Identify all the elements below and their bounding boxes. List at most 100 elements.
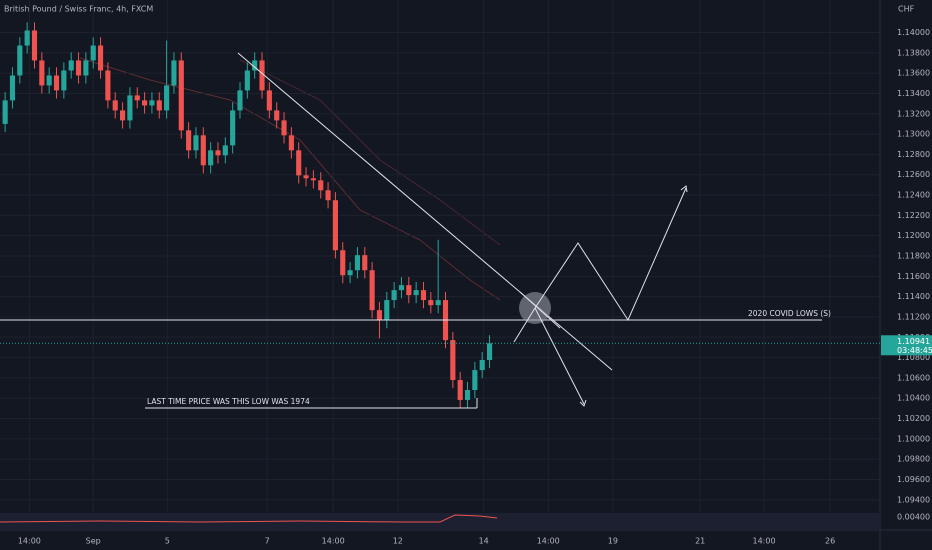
candle-body xyxy=(83,60,89,76)
candle-body xyxy=(244,70,250,91)
y-tick-label: 1.11200 xyxy=(897,312,930,321)
candle-body xyxy=(142,100,148,106)
candle-body xyxy=(178,60,184,131)
y-tick-label: 1.12400 xyxy=(897,191,930,200)
countdown: 03:48:45 xyxy=(897,346,932,355)
x-tick-label: 5 xyxy=(165,537,170,546)
candle-body xyxy=(369,270,375,311)
candle-body xyxy=(318,180,324,191)
candle-body xyxy=(68,60,74,71)
indicator-tick-label: 0.00400 xyxy=(897,513,930,522)
x-tick-label: 19 xyxy=(608,537,618,546)
x-tick-label: 12 xyxy=(393,537,403,546)
candle-body xyxy=(362,255,368,271)
candle-body xyxy=(274,110,280,121)
x-tick-label: 14:00 xyxy=(18,537,41,546)
candle-body xyxy=(354,255,360,271)
candle-body xyxy=(435,300,441,306)
candle-body xyxy=(391,290,397,301)
candle-body xyxy=(105,70,111,101)
y-tick-label: 1.10200 xyxy=(897,414,930,423)
candle-body xyxy=(413,290,419,296)
candle-body xyxy=(340,250,346,276)
candle-body xyxy=(281,120,287,136)
candle-body xyxy=(428,300,434,306)
candle-body xyxy=(464,389,471,400)
candle-body xyxy=(310,178,316,181)
y-tick-label: 1.12200 xyxy=(897,211,930,220)
candle-body xyxy=(222,145,228,156)
x-tick-label: 14:00 xyxy=(322,537,345,546)
annotation: LAST TIME PRICE WAS THIS LOW WAS 1974 xyxy=(147,397,310,406)
candle-body xyxy=(215,150,221,156)
chart-title: British Pound / Swiss Franc, 4h, FXCM xyxy=(4,5,153,14)
y-tick-label: 1.12800 xyxy=(897,150,930,159)
candle-body xyxy=(90,45,96,61)
y-tick-label: 1.13600 xyxy=(897,69,930,78)
candle-body xyxy=(31,30,38,61)
candle-body xyxy=(457,380,463,400)
candle-body xyxy=(230,110,236,146)
x-tick-label: 26 xyxy=(825,537,835,546)
x-tick-label: 21 xyxy=(695,537,705,546)
candle-body xyxy=(171,60,177,86)
y-tick-label: 1.10600 xyxy=(897,373,930,382)
candle-body xyxy=(376,310,383,321)
x-tick-label: Sep xyxy=(86,537,101,546)
arrow-head xyxy=(579,399,587,407)
trend-line xyxy=(519,291,561,329)
arrow-head xyxy=(680,185,688,193)
candle-body xyxy=(120,110,126,121)
x-tick-label: 14 xyxy=(479,537,489,546)
candle-body xyxy=(127,95,133,121)
candle-body xyxy=(332,200,338,251)
axis-unit: CHF xyxy=(898,5,915,14)
candle-body xyxy=(9,75,16,101)
y-tick-label: 1.13200 xyxy=(897,109,930,118)
indicator-line xyxy=(0,514,498,523)
candle-body xyxy=(156,100,162,111)
price-tag xyxy=(881,335,932,356)
candle-body xyxy=(200,135,206,166)
candle-body xyxy=(398,285,405,291)
candle-body xyxy=(24,30,30,46)
candle-body xyxy=(75,60,82,76)
candle-body xyxy=(186,130,192,151)
projection-path xyxy=(534,307,585,405)
y-tick-label: 1.09400 xyxy=(897,495,930,504)
y-tick-label: 1.09600 xyxy=(897,475,930,484)
y-tick-label: 1.14000 xyxy=(897,28,930,37)
y-tick-label: 1.10000 xyxy=(897,434,930,443)
y-tick-label: 1.09800 xyxy=(897,455,930,464)
candle-body xyxy=(252,60,258,71)
y-tick-label: 1.13400 xyxy=(897,89,930,98)
candle-body xyxy=(149,100,155,106)
candle-body xyxy=(208,150,214,166)
candle-body xyxy=(53,75,60,91)
trend-line xyxy=(237,52,613,371)
candle-body xyxy=(61,70,67,91)
x-tick-label: 7 xyxy=(265,537,270,546)
candle-body xyxy=(46,75,52,86)
y-tick-label: 1.10400 xyxy=(897,394,930,403)
candle-body xyxy=(303,175,309,179)
candle-body xyxy=(420,290,427,301)
y-tick-label: 1.12000 xyxy=(897,231,930,240)
candle-body xyxy=(237,90,243,111)
y-tick-label: 1.11600 xyxy=(897,272,930,281)
candle-body xyxy=(384,300,390,321)
y-tick-label: 1.13000 xyxy=(897,130,930,139)
candle-body xyxy=(450,340,456,381)
candle-body xyxy=(479,360,485,371)
candle-body xyxy=(112,100,118,111)
projection-path xyxy=(513,187,687,343)
candle-body xyxy=(288,135,294,151)
candle-body xyxy=(193,135,199,151)
plot xyxy=(0,0,880,512)
x-tick-label: 14:00 xyxy=(753,537,776,546)
y-tick-label: 1.10800 xyxy=(897,353,930,362)
candle-body xyxy=(39,60,45,86)
y-tick-label: 1.11800 xyxy=(897,252,930,261)
price-tag-label: 1.10941 xyxy=(897,337,930,346)
